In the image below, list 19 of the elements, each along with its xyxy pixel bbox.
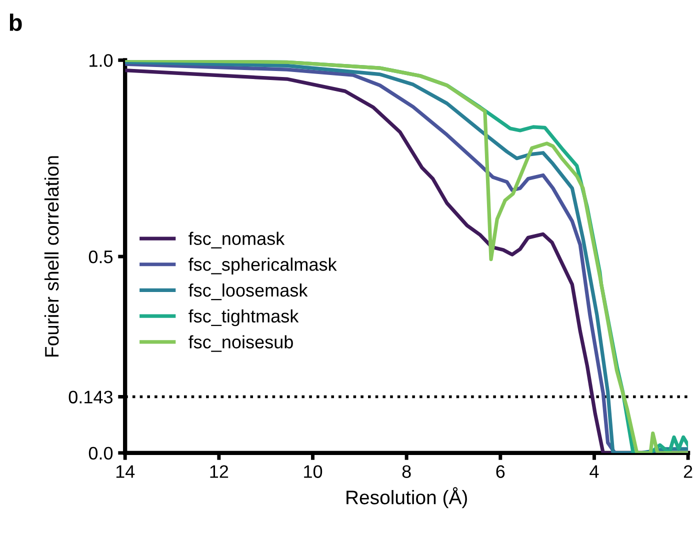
x-tick-label: 10	[304, 465, 322, 478]
legend-label: fsc_tightmask	[188, 309, 299, 326]
y-tick-label: 0.0	[88, 446, 113, 460]
y-tick-label: 0.5	[88, 250, 113, 264]
x-tick-label: 14	[116, 465, 135, 478]
chart-title: b	[10, 14, 22, 32]
legend-label: fsc_loosemask	[188, 283, 308, 300]
legend-label: fsc_sphericalmask	[188, 258, 337, 274]
y-axis-title: Fourier shell correlation	[44, 156, 59, 357]
x-axis-title: Resolution (Å)	[346, 487, 467, 508]
legend-label: fsc_nomask	[188, 232, 285, 248]
y-tick-label: 1.0	[90, 54, 113, 67]
legend-label: fsc_noisesub	[188, 335, 293, 352]
x-tick-label: 12	[210, 465, 228, 478]
x-tick-label: 6	[496, 465, 505, 478]
x-tick-label: 8	[402, 465, 411, 478]
y-tick-label: 0.143	[68, 390, 113, 404]
x-tick-label: 4	[590, 465, 599, 478]
x-tick-label: 2	[684, 465, 692, 478]
